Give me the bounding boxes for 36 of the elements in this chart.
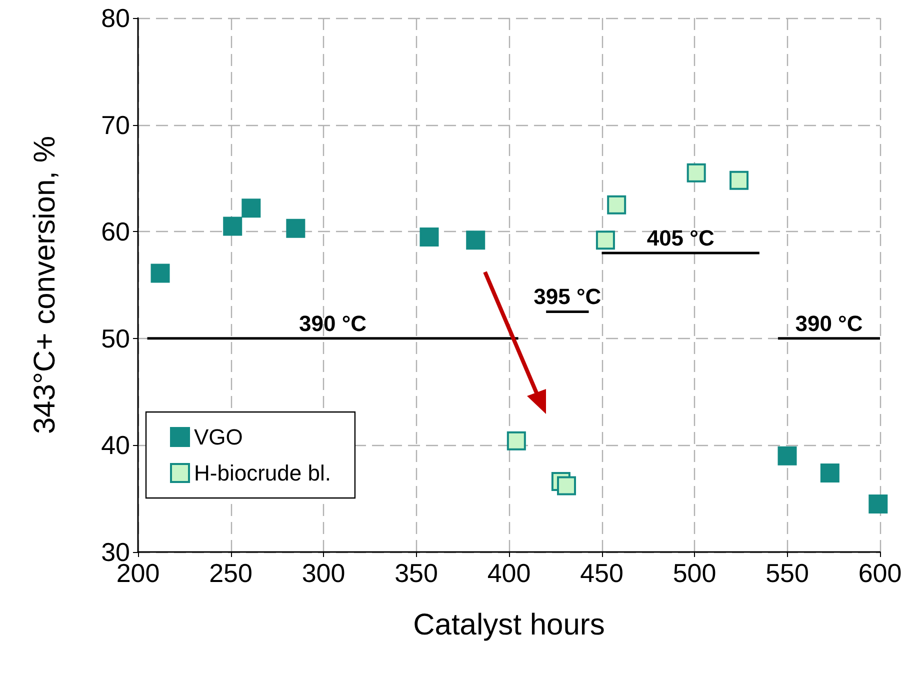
point [466, 230, 486, 250]
point [557, 476, 576, 496]
y-tick-label: 40 [101, 430, 130, 460]
y-tick-label: 50 [101, 323, 130, 354]
x-tick-label: 600 [858, 558, 902, 588]
x-axis-title: Catalyst hours [413, 608, 605, 642]
point [242, 198, 261, 218]
x-tick-label: 550 [766, 558, 809, 588]
x-tick-label: 300 [302, 558, 346, 588]
point [286, 218, 306, 238]
y-axis-title: 343°C+ conversion, % [28, 136, 62, 434]
point [778, 446, 797, 466]
point [420, 227, 439, 246]
point [607, 195, 626, 214]
y-tick-label: 70 [101, 110, 130, 140]
point [150, 264, 170, 283]
point [686, 163, 706, 182]
x-tick-label: 350 [394, 558, 438, 588]
x-tick-label: 450 [580, 558, 624, 588]
point [223, 216, 242, 236]
point [506, 431, 526, 450]
x-tick-label: 250 [209, 558, 252, 588]
x-tick-label: 400 [487, 558, 531, 588]
point [820, 463, 840, 482]
y-tick-label: 60 [101, 216, 130, 247]
y-tick-label: 80 [101, 3, 130, 33]
series-label: 395 °C [534, 284, 602, 310]
point [868, 494, 888, 514]
series-label: 405 °C [646, 225, 714, 250]
series-label: 390 °C [299, 310, 367, 336]
legend-label: VGO [194, 424, 243, 450]
x-tick-label: 500 [672, 558, 716, 588]
point [596, 230, 615, 250]
legend-label: H-biocrude bl. [194, 460, 331, 486]
series-label: 390 °C [795, 310, 863, 336]
point [730, 170, 749, 190]
